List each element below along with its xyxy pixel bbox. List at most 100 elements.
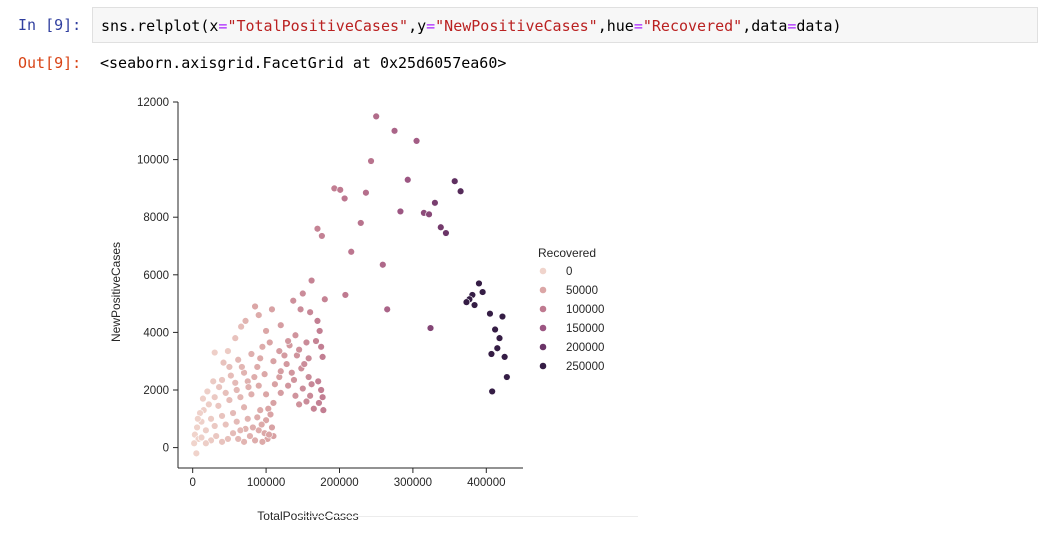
- scatter-point: [341, 291, 350, 299]
- x-tick-label: 300000: [394, 477, 432, 489]
- legend-marker: [539, 362, 547, 370]
- legend: Recovered 0 50000 100000 150000 200000 250000: [538, 246, 604, 373]
- code-token-eq: =: [787, 17, 797, 35]
- scatter-point: [367, 157, 375, 165]
- scatter-point: [312, 337, 320, 345]
- legend-entry-label: 250000: [566, 361, 604, 373]
- code-token-arg-data: ,data: [742, 17, 788, 35]
- scatter-point: [246, 432, 254, 440]
- scatter-point: [244, 383, 253, 391]
- scatter-point: [265, 430, 273, 439]
- scatter-point: [336, 186, 344, 194]
- code-token-eq: =: [426, 17, 436, 35]
- scatter-point: [225, 396, 234, 404]
- scatter-point: [247, 350, 256, 358]
- scatter-point: [478, 288, 487, 296]
- legend-entry-label: 100000: [566, 304, 604, 316]
- scatter-point: [253, 413, 261, 422]
- scatter-point: [288, 369, 296, 377]
- output-repr-text: <seaborn.axisgrid.FacetGrid at 0x25d6057…: [100, 54, 507, 72]
- scatter-point: [269, 357, 278, 365]
- plot-axes: 0 100000 200000 300000 400000 0 2000 4000 6000 80…: [137, 97, 523, 489]
- scatter-point: [383, 305, 391, 314]
- scatter-point: [372, 112, 380, 121]
- y-tick-label: 8000: [143, 212, 169, 224]
- scatter-point: [289, 297, 297, 305]
- scatter-point: [268, 423, 276, 432]
- scatter-point: [318, 393, 327, 401]
- scatter-point: [219, 358, 228, 367]
- scatter-point: [302, 338, 311, 347]
- scatter-point: [202, 426, 210, 435]
- scatter-plot: 0 100000 200000 300000 400000020004000600080…: [109, 97, 604, 523]
- scatter-point: [234, 356, 242, 364]
- scatter-point: [205, 400, 213, 409]
- scatter-point: [197, 433, 206, 442]
- scatter-point: [244, 415, 252, 423]
- scatter-point: [262, 327, 270, 335]
- code-input-area[interactable]: sns.relplot(x="TotalPositiveCases",y="Ne…: [92, 7, 1038, 43]
- scatter-point: [310, 405, 318, 413]
- x-tick-label: 400000: [467, 477, 505, 489]
- scatter-point: [488, 387, 496, 396]
- scatter-point: [277, 321, 285, 329]
- scatter-point: [260, 370, 269, 378]
- scatter-point: [362, 189, 370, 197]
- scatter-point: [487, 350, 496, 358]
- scatter-point: [317, 343, 325, 351]
- scatter-point: [224, 347, 232, 355]
- scatter-point: [225, 363, 234, 371]
- scatter-point: [231, 334, 239, 342]
- scatter-point: [284, 381, 292, 390]
- scatter-point: [211, 422, 219, 430]
- scatter-point: [262, 416, 270, 424]
- scatter-point: [290, 376, 298, 384]
- scatter-point: [456, 187, 465, 195]
- scatter-point: [269, 399, 278, 407]
- legend-marker: [539, 343, 547, 351]
- scatter-point: [202, 439, 210, 447]
- scatter-point: [255, 381, 263, 390]
- scatter-point: [304, 354, 313, 363]
- legend-marker: [539, 286, 547, 294]
- scatter-point: [295, 345, 303, 354]
- scatter-point: [340, 194, 349, 203]
- scatter-point: [318, 232, 326, 240]
- output-divider: [298, 516, 638, 517]
- scatter-point: [319, 406, 328, 414]
- scatter-point: [211, 348, 219, 357]
- scatter-point: [284, 337, 292, 345]
- legend-entry-label: 0: [566, 266, 572, 278]
- scatter-point: [315, 399, 323, 407]
- code-token-arg-y: ,y: [408, 17, 427, 35]
- scatter-point: [347, 248, 355, 256]
- scatter-point: [302, 397, 311, 406]
- scatter-point: [306, 392, 314, 400]
- scatter-point: [412, 137, 421, 145]
- y-tick-label: 2000: [143, 385, 169, 397]
- scatter-point: [280, 351, 289, 360]
- scatter-point: [321, 295, 329, 303]
- legend-title: Recovered: [538, 246, 596, 260]
- legend-entry-label: 50000: [566, 285, 598, 297]
- scatter-point: [390, 127, 399, 135]
- scatter-point: [379, 261, 387, 269]
- legend-entry-label: 150000: [566, 323, 604, 335]
- scatter-point: [192, 449, 201, 458]
- scatter-point: [212, 432, 220, 440]
- scatter-points: [190, 112, 511, 458]
- scatter-point: [207, 415, 215, 423]
- scatter-point: [247, 390, 256, 399]
- scatter-point: [282, 360, 291, 368]
- scatter-point: [234, 435, 242, 443]
- scatter-point: [291, 392, 300, 400]
- input-prompt: In [9]:: [18, 16, 82, 34]
- scatter-point: [296, 305, 305, 314]
- scatter-point: [307, 380, 316, 388]
- code-line[interactable]: sns.relplot(x="TotalPositiveCases",y="Ne…: [101, 17, 842, 35]
- scatter-point: [233, 417, 241, 426]
- scatter-point: [238, 363, 246, 371]
- scatter-point: [194, 415, 202, 423]
- code-token-close: data): [796, 17, 842, 35]
- scatter-point: [299, 289, 307, 298]
